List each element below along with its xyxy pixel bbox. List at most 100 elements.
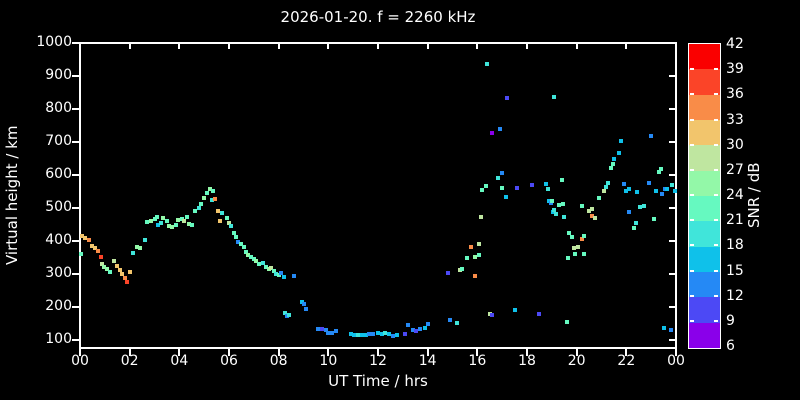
data-point bbox=[564, 319, 569, 324]
data-point bbox=[301, 302, 306, 307]
colorbar-segment bbox=[689, 221, 720, 247]
colorbar-tick-mark bbox=[714, 244, 718, 247]
colorbar-tick-label: 9 bbox=[726, 312, 735, 329]
x-tick bbox=[79, 349, 81, 356]
colorbar-tick-label: 24 bbox=[726, 187, 744, 203]
data-point bbox=[264, 264, 269, 269]
data-point bbox=[601, 189, 606, 194]
colorbar-tick-label: 30 bbox=[726, 136, 744, 153]
data-point bbox=[480, 187, 485, 192]
data-point bbox=[279, 270, 284, 275]
data-point bbox=[552, 95, 557, 100]
data-point bbox=[204, 191, 209, 196]
data-point bbox=[656, 169, 661, 174]
data-point bbox=[316, 326, 321, 331]
data-point bbox=[567, 230, 572, 235]
data-point bbox=[138, 245, 143, 250]
data-point bbox=[587, 208, 592, 213]
data-point bbox=[359, 333, 364, 338]
data-point bbox=[410, 327, 415, 332]
data-point bbox=[619, 138, 624, 143]
y-tick bbox=[72, 206, 79, 209]
x-tick bbox=[625, 349, 628, 356]
data-point bbox=[284, 313, 289, 318]
data-point bbox=[246, 252, 251, 257]
data-point bbox=[244, 250, 249, 255]
plot-area bbox=[79, 42, 677, 349]
data-point bbox=[98, 254, 103, 259]
data-point bbox=[111, 258, 116, 263]
data-point bbox=[303, 306, 308, 311]
data-point bbox=[565, 255, 570, 260]
colorbar-tick-mark bbox=[690, 194, 694, 196]
data-point bbox=[485, 62, 490, 67]
data-point bbox=[626, 209, 631, 214]
data-point bbox=[552, 207, 557, 212]
colorbar-tick-label: 33 bbox=[726, 111, 744, 128]
colorbar-tick-mark bbox=[714, 319, 718, 322]
data-point bbox=[201, 195, 206, 200]
data-point bbox=[529, 182, 534, 187]
y-tick-right bbox=[669, 140, 675, 143]
y-tick-label: 800 bbox=[45, 99, 72, 116]
data-point bbox=[658, 166, 663, 171]
data-point bbox=[173, 223, 178, 227]
data-point bbox=[114, 263, 119, 268]
y-tick bbox=[72, 42, 79, 44]
data-point bbox=[672, 188, 677, 193]
data-point bbox=[496, 175, 501, 180]
chart-title: 2026-01-20. f = 2260 kHz bbox=[280, 8, 476, 26]
data-point bbox=[176, 218, 181, 223]
data-point bbox=[274, 271, 279, 276]
colorbar-tick-mark bbox=[690, 269, 694, 272]
data-point bbox=[425, 321, 430, 326]
y-axis-title: Virtual height / km bbox=[3, 125, 21, 266]
data-point bbox=[249, 254, 254, 259]
data-point bbox=[224, 215, 229, 220]
colorbar-tick-mark bbox=[690, 93, 694, 96]
colorbar-tick-mark bbox=[690, 168, 694, 171]
x-tick-top bbox=[377, 44, 379, 49]
x-tick bbox=[277, 349, 280, 356]
y-tick bbox=[72, 140, 79, 143]
colorbar-segment bbox=[689, 170, 720, 196]
colorbar-tick-mark bbox=[690, 294, 694, 297]
colorbar-tick-mark bbox=[714, 219, 718, 222]
x-tick-top bbox=[128, 44, 131, 49]
data-point bbox=[379, 332, 384, 337]
data-point bbox=[156, 223, 161, 227]
data-point bbox=[670, 182, 675, 187]
data-point bbox=[500, 170, 505, 175]
colorbar-tick-label: 39 bbox=[726, 61, 744, 78]
y-tick-label: 100 bbox=[45, 330, 72, 347]
data-point bbox=[606, 180, 611, 185]
colorbar-tick-mark bbox=[690, 143, 694, 146]
data-point bbox=[503, 194, 508, 199]
data-point bbox=[170, 224, 175, 229]
data-point bbox=[390, 333, 395, 338]
colorbar-tick-mark bbox=[714, 194, 718, 196]
data-point bbox=[579, 203, 584, 208]
data-point bbox=[215, 209, 220, 214]
x-tick-label: 22 bbox=[617, 353, 636, 369]
data-point bbox=[476, 242, 481, 247]
colorbar-tick-label: 42 bbox=[726, 36, 744, 52]
data-point bbox=[260, 260, 265, 265]
colorbar-tick-mark bbox=[690, 244, 694, 247]
colorbar-tick-label: 36 bbox=[726, 86, 744, 103]
x-tick bbox=[377, 349, 379, 356]
data-point bbox=[254, 259, 259, 264]
data-point bbox=[589, 213, 594, 218]
data-point bbox=[590, 206, 595, 211]
y-tick-right bbox=[669, 42, 675, 44]
data-point bbox=[167, 224, 172, 228]
data-point bbox=[287, 312, 292, 317]
data-point bbox=[152, 217, 157, 222]
x-tick-top bbox=[476, 44, 479, 49]
data-point bbox=[537, 311, 542, 316]
data-point bbox=[189, 223, 194, 227]
data-point bbox=[241, 245, 246, 250]
y-tick bbox=[72, 305, 79, 308]
x-tick-label: 12 bbox=[369, 353, 387, 369]
data-point bbox=[229, 224, 234, 228]
